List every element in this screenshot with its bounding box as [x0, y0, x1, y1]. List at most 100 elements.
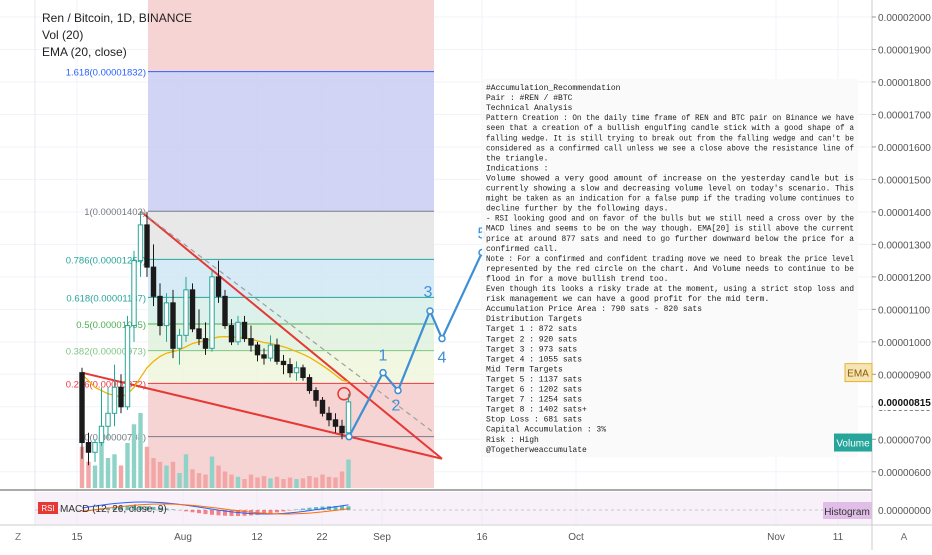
volume-bar — [158, 462, 162, 488]
note-line: falling wedge. It is still trying to bre… — [486, 134, 854, 143]
note-line: MACD lines and seems to be on the way th… — [486, 225, 854, 234]
legend-ema: EMA (20, close) — [42, 45, 127, 59]
volume-bar — [340, 472, 344, 489]
candle-body — [145, 225, 149, 267]
macd-hist-bar — [308, 508, 312, 510]
note-line: Accumulation Price Area : 790 sats - 820… — [486, 305, 702, 314]
volume-bar — [145, 447, 149, 488]
note-line: price at around 877 sats and need to go … — [486, 235, 854, 244]
note-line: Volume showed a very good amount of incr… — [486, 174, 854, 183]
macd-hist-bar — [171, 509, 175, 510]
volume-bar — [203, 475, 207, 489]
zoom-icon: Z — [15, 532, 21, 543]
candle-body — [223, 296, 227, 325]
volume-bar — [249, 475, 253, 489]
price-tick-label: 0.00001700 — [878, 110, 931, 121]
volume-bar — [223, 472, 227, 489]
candle-body — [119, 387, 123, 406]
macd-hist-bar — [191, 510, 195, 512]
candle-body — [320, 400, 324, 413]
volume-bar — [171, 462, 175, 488]
note-line: Target 1 : 872 sats — [486, 325, 577, 334]
candle-body — [249, 339, 253, 345]
candle-body — [151, 267, 155, 296]
time-tick-label: 22 — [316, 532, 328, 543]
note-line: Even though its looks a risky trade at t… — [486, 285, 854, 294]
candle-body — [86, 443, 90, 453]
candle-body — [125, 326, 129, 407]
note-line: Pair : #REN / #BTC — [486, 94, 573, 103]
note-line: flood in for a move bullish trend too. — [486, 275, 668, 284]
price-tick-label: 0.00001800 — [878, 78, 931, 89]
macd-hist-bar — [204, 510, 208, 514]
candle-body — [106, 413, 110, 426]
note-line: represented by the red circle on the cha… — [486, 265, 854, 274]
price-tick-label: 0.00001000 — [878, 338, 931, 349]
macd-hist-bar — [275, 510, 279, 512]
candle-body — [314, 391, 318, 401]
note-line: - RSI looking good and on favor of the b… — [486, 215, 854, 224]
time-tick-label: Sep — [373, 532, 391, 543]
candle-body — [236, 322, 240, 341]
volume-bar — [138, 413, 142, 488]
candle-body — [171, 303, 175, 348]
note-line: Indications : — [486, 164, 548, 173]
candle-body — [210, 277, 214, 348]
candle-body — [242, 322, 246, 338]
volume-bar — [132, 424, 136, 488]
volume-bar — [281, 479, 285, 488]
volume-badge-label: Volume — [836, 439, 870, 450]
note-line: Target 8 : 1402 sats+ — [486, 406, 587, 415]
note-line: decline further by the following days. — [486, 205, 668, 214]
auto-scale-icon: A — [901, 532, 908, 543]
projection-point — [380, 370, 386, 376]
macd-hist-bar — [282, 510, 286, 511]
note-line: currently showing a slow and decreasing … — [486, 185, 854, 194]
ema-badge-label: EMA — [847, 369, 869, 380]
volume-bar — [301, 478, 305, 488]
volume-bar — [197, 473, 201, 488]
time-tick-label: Nov — [767, 532, 785, 543]
note-line: Mid Term Targets — [486, 365, 563, 374]
price-tick-label: 0.00001400 — [878, 208, 931, 219]
price-tick-label: 0.00001500 — [878, 175, 931, 186]
note-line: Target 2 : 920 sats — [486, 335, 577, 344]
macd-legend: MACD (12, 26, close, 9) — [60, 504, 167, 515]
volume-bar — [210, 457, 214, 489]
note-line: Note : For a confirmed and confident tra… — [486, 255, 854, 264]
time-tick-label: Aug — [174, 532, 192, 543]
projection-point — [439, 336, 445, 342]
candle-body — [288, 365, 292, 373]
candle-body — [268, 345, 272, 358]
macd-hist-bar — [269, 510, 273, 513]
note-line: Pattern Creation : On the daily time fra… — [486, 114, 854, 123]
candle-body — [216, 277, 220, 296]
candle-body — [229, 326, 233, 342]
macd-hist-bar — [197, 510, 201, 513]
volume-bar — [314, 478, 318, 489]
fib-zone — [148, 72, 434, 212]
candle-body — [346, 402, 350, 433]
volume-bar — [307, 476, 311, 488]
candle-body — [255, 345, 259, 355]
macd-hist-bar — [184, 510, 188, 511]
macd-hist-bar — [230, 510, 234, 516]
candle-body — [93, 443, 97, 453]
volume-bar — [268, 478, 272, 488]
candle-body — [190, 290, 194, 329]
legend-symbol: Ren / Bitcoin, 1D, BINANCE — [42, 11, 192, 25]
projection-point — [395, 388, 401, 394]
candle-body — [327, 413, 331, 419]
candle-body — [184, 290, 188, 335]
volume-bar — [216, 466, 220, 489]
candle-body — [197, 329, 201, 339]
time-tick-label: 15 — [71, 532, 83, 543]
histogram-badge-label: Histogram — [824, 507, 870, 518]
note-line: Target 4 : 1055 sats — [486, 355, 582, 364]
price-tick-label: 0.00001200 — [878, 273, 931, 284]
volume-bar — [333, 478, 337, 489]
